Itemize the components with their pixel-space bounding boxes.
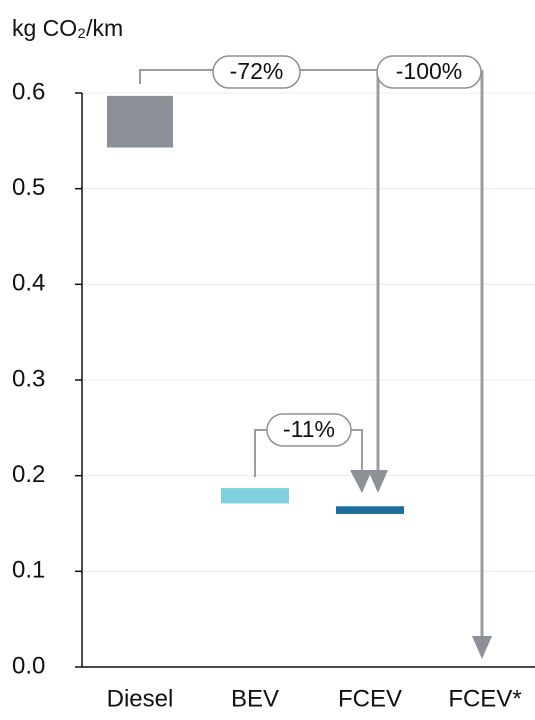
y-tick-label: 0.4 — [12, 270, 45, 297]
y-axis-label: kg CO₂/km — [12, 15, 123, 41]
bar — [336, 506, 404, 514]
connector — [139, 69, 215, 84]
arrow-head — [368, 470, 388, 493]
bar — [107, 95, 173, 148]
annotation: -100% — [396, 58, 462, 84]
bar — [221, 488, 289, 504]
x-tick-label: Diesel — [107, 685, 174, 712]
y-tick-label: 0.1 — [12, 557, 45, 584]
connector — [350, 429, 363, 480]
y-tick-label: 0.2 — [12, 461, 45, 488]
y-tick-label: 0.5 — [12, 174, 45, 201]
connector — [254, 429, 268, 477]
annotation: -11% — [283, 416, 335, 442]
arrow-head — [350, 470, 372, 493]
y-tick-label: 0.0 — [12, 652, 45, 679]
x-tick-label: FCEV* — [448, 685, 521, 712]
y-tick-label: 0.6 — [12, 78, 45, 105]
annotation-box — [376, 55, 482, 89]
x-tick-label: BEV — [231, 685, 279, 712]
annotation: -72% — [230, 58, 284, 84]
grid — [82, 92, 535, 572]
x-tick-label: FCEV — [338, 685, 402, 712]
y-tick-label: 0.3 — [12, 365, 45, 392]
annotation-box — [212, 55, 301, 89]
annotation-box — [266, 413, 352, 447]
arrow-head — [472, 636, 492, 659]
annotations: -72% -100% -11% — [212, 55, 482, 447]
